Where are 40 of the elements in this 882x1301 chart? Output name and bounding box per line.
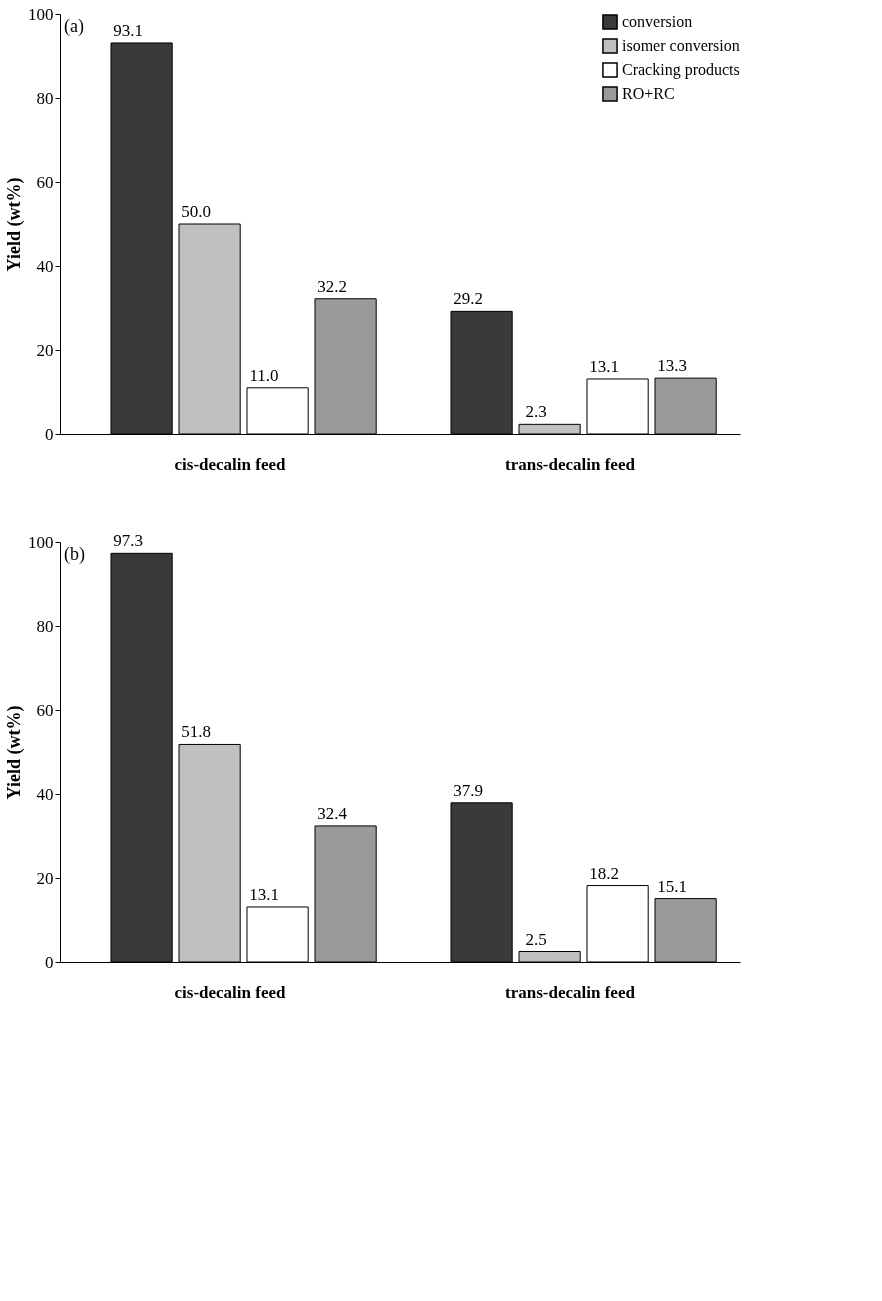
data-label: 29.2 (453, 289, 483, 309)
y-axis-title: Yield (wt%) (4, 705, 25, 800)
legend-label: RO+RC (622, 85, 675, 102)
annotation: (b) (64, 544, 85, 565)
data-label: 15.1 (657, 876, 687, 896)
y-tick-label: 80 (36, 88, 54, 108)
data-label: 2.3 (525, 402, 547, 422)
legend-label: Cracking products (622, 61, 740, 79)
data-label: 32.4 (317, 803, 348, 823)
x-tick-label: trans-decalin feed (505, 454, 636, 474)
y-tick-label: 20 (36, 868, 54, 888)
x-tick-label: cis-decalin feed (174, 454, 287, 474)
data-label: 93.1 (113, 20, 143, 40)
data-label: 2.5 (525, 929, 547, 949)
data-label: 13.1 (249, 884, 279, 904)
x-tick-label: trans-decalin feed (505, 982, 636, 1002)
data-label: 32.2 (317, 276, 347, 296)
data-label: 51.8 (181, 722, 211, 742)
y-tick-label: 60 (36, 172, 54, 192)
y-tick-label: 100 (28, 532, 54, 552)
y-tick-label: 0 (45, 952, 54, 972)
y-tick-label: 60 (36, 700, 54, 720)
data-label: 13.1 (589, 356, 619, 376)
y-tick-label: 20 (36, 340, 54, 360)
x-tick-label: cis-decalin feed (174, 982, 287, 1002)
annotation: (a) (64, 16, 84, 37)
data-label: 18.2 (589, 863, 619, 883)
legend-label: isomer conversion (622, 37, 740, 54)
legend-label: conversion (622, 13, 693, 30)
data-label: 13.3 (657, 356, 687, 376)
y-axis-title: Yield (wt%) (4, 177, 25, 272)
y-tick-label: 40 (36, 256, 54, 276)
data-label: 97.3 (113, 531, 143, 551)
y-tick-label: 0 (45, 424, 54, 444)
data-label: 50.0 (181, 202, 211, 221)
y-tick-label: 100 (28, 4, 54, 24)
data-label: 11.0 (249, 365, 279, 385)
data-label: 37.9 (453, 780, 483, 800)
y-tick-label: 80 (36, 616, 54, 636)
y-tick-label: 40 (36, 784, 54, 804)
